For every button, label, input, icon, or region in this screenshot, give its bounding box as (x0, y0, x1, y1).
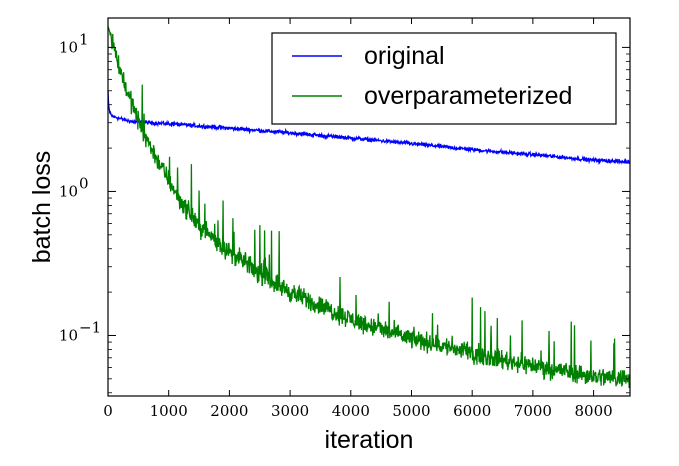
x-tick-label: 2000 (210, 402, 248, 420)
y-tick-label: 10 (59, 326, 78, 344)
legend-label-overparameterized: overparameterized (364, 82, 572, 110)
x-tick-label: 3000 (271, 402, 309, 420)
y-tick-label: 10 (59, 38, 78, 56)
x-tick-label: 7000 (514, 402, 552, 420)
y-tick-label-exponent: 1 (79, 30, 89, 48)
x-axis-title: iteration (325, 426, 414, 454)
legend-box (271, 32, 617, 125)
plot-frame (107, 17, 631, 397)
legend: original overparameterized (271, 32, 617, 125)
x-tick-label: 0 (103, 402, 113, 420)
y-tick-label: 10 (59, 182, 78, 200)
x-tick-label: 1000 (150, 402, 188, 420)
series-layer (107, 26, 631, 389)
x-tick-label: 6000 (453, 402, 491, 420)
y-tick-label-exponent: −1 (79, 318, 101, 336)
y-tick-label-exponent: 0 (79, 174, 89, 192)
x-tick-label: 5000 (392, 402, 430, 420)
y-axis-title: batch loss (28, 151, 56, 264)
series-line-original (107, 90, 631, 166)
series-line-overparameterized (107, 26, 631, 389)
legend-label-original: original (364, 42, 445, 70)
x-tick-label: 4000 (332, 402, 370, 420)
x-tick-label: 8000 (574, 402, 612, 420)
